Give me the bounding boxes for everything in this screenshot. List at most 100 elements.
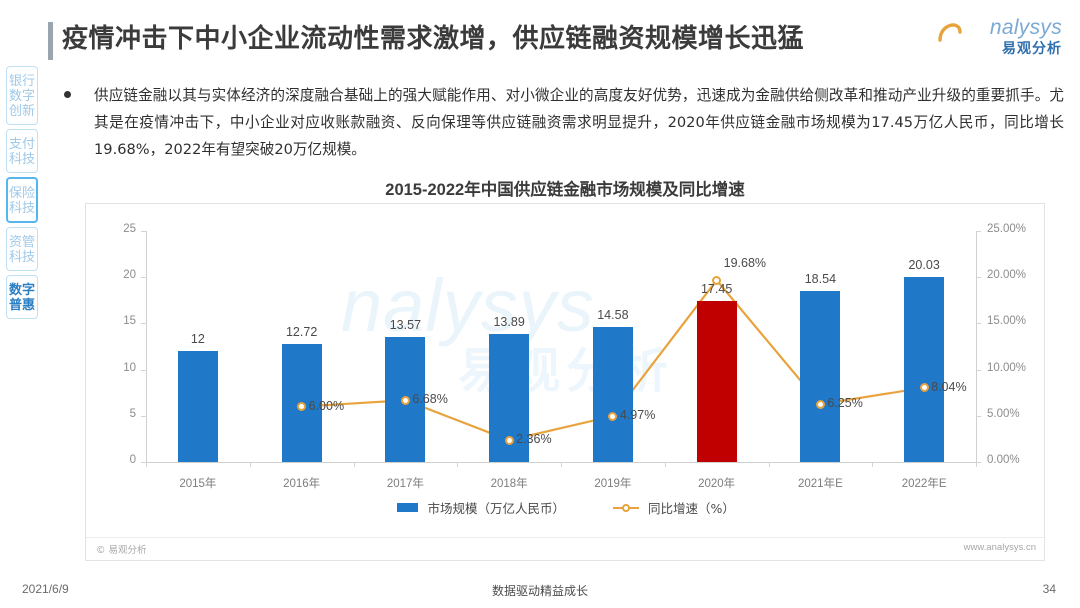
line-data-point[interactable]: [504, 435, 514, 445]
sidebar-item-insurance-tech[interactable]: 保险科技: [6, 177, 38, 223]
bar-value-label: 17.45: [700, 281, 733, 296]
footer-slogan: 数据驱动精益成长: [491, 584, 588, 598]
line-value-label: 2.36%: [516, 432, 552, 447]
bar[interactable]: [800, 290, 841, 462]
page-header: 疫情冲击下中小企业流动性需求激增，供应链融资规模增长迅猛 nalysys 易观分…: [48, 16, 1070, 64]
line-data-point[interactable]: [712, 275, 722, 285]
x-axis-tick: [249, 462, 251, 467]
bar-value-label: 20.03: [908, 257, 940, 272]
x-axis-tick: [664, 462, 666, 467]
y-axis-tick-left: [141, 231, 146, 232]
line-value-label: 19.68%: [723, 256, 767, 271]
footer-date: 2021/6/9: [22, 582, 69, 596]
y-axis-tick-label-left: 5: [129, 407, 136, 420]
sidebar-item-bank-digital-innovation[interactable]: 银行数字创新: [6, 66, 38, 125]
legend-line-icon: [612, 503, 639, 512]
x-axis-tick: [457, 462, 459, 467]
sidebar-item-payment-tech[interactable]: 支付科技: [6, 129, 38, 173]
bar-value-label: 18.54: [804, 271, 837, 286]
legend-item-market-size[interactable]: 市场规模（万亿人民币）: [397, 498, 565, 517]
footer-page-number: 34: [1042, 582, 1056, 596]
sidebar-item-digital-inclusive-finance[interactable]: 数字普惠: [6, 275, 38, 319]
line-value-label: 6.25%: [827, 396, 863, 411]
legend-item-growth-rate[interactable]: 同比增速（%）: [612, 498, 735, 517]
bar-value-label: 12.72: [285, 325, 318, 340]
bar-value-label: 14.58: [597, 308, 629, 323]
body-paragraph-block: 供应链金融以其与实体经济的深度融合基础上的强大赋能作用、对小微企业的高度友好优势…: [64, 82, 1064, 163]
bullet-icon: [64, 91, 71, 98]
sidebar-item-label: 资管科技: [8, 234, 35, 264]
bar-value-label: 13.89: [493, 314, 525, 329]
y-axis-tick-right: [976, 277, 981, 279]
x-axis-tick-label: 2019年: [594, 478, 632, 490]
chart-legend: 市场规模（万亿人民币） 同比增速（%）: [86, 498, 1046, 517]
y-axis-tick-left: [141, 323, 146, 325]
bar-highlight[interactable]: [696, 300, 737, 462]
sidebar-item-label: 数字普惠: [8, 282, 35, 312]
chart-copyright: © 易观分析: [96, 545, 147, 556]
line-data-point[interactable]: [297, 402, 307, 412]
y-axis-right-line: [976, 231, 977, 462]
y-axis-tick-right: [976, 369, 981, 371]
line-value-label: 6.00%: [308, 398, 345, 413]
y-axis-tick-right: [976, 323, 981, 325]
y-axis-tick-right: [976, 415, 981, 417]
line-data-point[interactable]: [608, 411, 618, 421]
sidebar-item-label: 保险科技: [8, 185, 35, 215]
y-axis-tick-label-left: 10: [123, 361, 136, 374]
line-data-point[interactable]: [919, 383, 929, 393]
line-value-label: 4.97%: [619, 408, 656, 423]
y-axis-tick-label-right: 0.00%: [987, 454, 1020, 466]
y-axis-tick-left: [141, 462, 146, 463]
x-axis-tick-label: 2015年: [179, 478, 217, 490]
sidebar-item-label: 支付科技: [8, 136, 35, 166]
y-axis-tick-label-left: 20: [123, 269, 136, 282]
line-data-point[interactable]: [400, 395, 410, 405]
legend-swatch-icon: [397, 503, 419, 512]
y-axis-tick-label-right: 20.00%: [987, 269, 1027, 282]
y-axis-tick-left: [141, 369, 146, 371]
y-axis-tick-label-left: 0: [129, 454, 136, 466]
brand-name: nalysys: [989, 16, 1062, 39]
y-axis-tick-right: [976, 231, 981, 232]
y-axis-tick-left: [141, 277, 146, 279]
bar-value-label: 12: [190, 332, 205, 347]
chart-card: nalysys 易观分析 0 5 10 15 20 25 0.00% 5.00% 10.00% 1…: [85, 203, 1046, 561]
x-axis-tick-label: 2020年: [698, 478, 736, 490]
x-axis-tick: [146, 462, 147, 467]
x-axis-tick: [976, 462, 977, 467]
x-axis-tick: [561, 462, 562, 467]
chart-title: 2015-2022年中国供应链金融市场规模及同比增速: [385, 181, 745, 199]
y-axis-tick-label-left: 25: [123, 223, 136, 235]
line-value-label: 8.04%: [931, 379, 967, 394]
y-axis-tick-label-left: 15: [123, 315, 136, 328]
sidebar-item-label: 银行数字创新: [8, 73, 35, 118]
bar[interactable]: [592, 327, 633, 462]
x-axis-tick: [872, 462, 874, 467]
body-paragraph: 供应链金融以其与实体经济的深度融合基础上的强大赋能作用、对小微企业的高度友好优势…: [94, 87, 1064, 158]
x-axis-tick: [768, 462, 770, 467]
page-title: 疫情冲击下中小企业流动性需求激增，供应链融资规模增长迅猛: [62, 23, 805, 53]
x-axis-tick-label: 2017年: [386, 478, 424, 490]
bar[interactable]: [904, 276, 945, 462]
x-axis-tick-label: 2018年: [490, 478, 528, 490]
x-axis-tick-label: 2022年E: [901, 478, 947, 490]
y-axis-tick-right: [976, 462, 981, 463]
bar[interactable]: [177, 351, 218, 462]
y-axis-tick-label-right: 5.00%: [987, 407, 1020, 420]
x-axis-tick-label: 2016年: [283, 478, 321, 490]
x-axis-tick: [353, 462, 355, 467]
brand-arc-icon: [938, 23, 962, 42]
brand-name-cn: 易观分析: [1002, 40, 1062, 56]
chart-footer: © 易观分析 www.analysys.cn: [86, 537, 1046, 560]
sidebar-item-asset-management-tech[interactable]: 资管科技: [6, 227, 38, 271]
brand-logo: nalysys 易观分析: [930, 16, 1062, 68]
y-axis-tick-label-right: 15.00%: [987, 315, 1027, 328]
title-accent-bar: [48, 22, 53, 60]
y-axis-tick-label-right: 25.00%: [987, 223, 1027, 235]
footer-divider: [0, 573, 1080, 574]
x-axis-tick-label: 2021年E: [797, 478, 843, 490]
chart-website: www.analysys.cn: [963, 542, 1036, 553]
legend-label: 市场规模（万亿人民币）: [427, 501, 566, 516]
line-data-point[interactable]: [815, 399, 825, 409]
